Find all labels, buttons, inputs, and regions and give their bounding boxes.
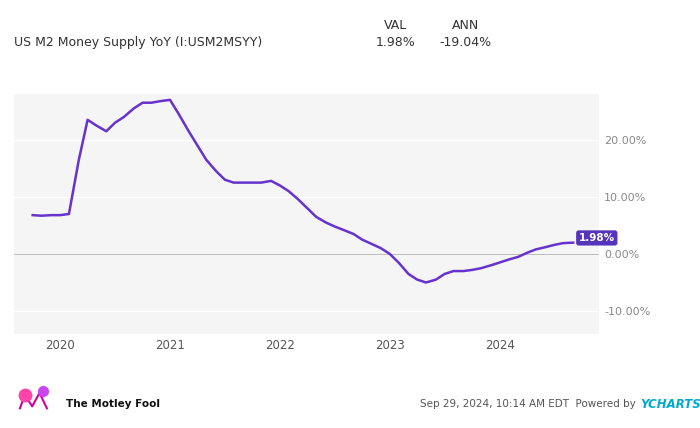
- Text: Sep 29, 2024, 10:14 AM EDT  Powered by: Sep 29, 2024, 10:14 AM EDT Powered by: [420, 399, 639, 410]
- Text: The Motley Fool: The Motley Fool: [66, 399, 160, 410]
- Text: 1.98%: 1.98%: [376, 36, 415, 49]
- Text: US M2 Money Supply YoY (I:USM2MSYY): US M2 Money Supply YoY (I:USM2MSYY): [14, 36, 262, 49]
- Text: VAL: VAL: [384, 19, 407, 32]
- Text: 1.98%: 1.98%: [579, 233, 615, 243]
- Text: -19.04%: -19.04%: [440, 36, 491, 49]
- Text: YCHARTS: YCHARTS: [640, 398, 700, 411]
- Text: ANN: ANN: [452, 19, 479, 32]
